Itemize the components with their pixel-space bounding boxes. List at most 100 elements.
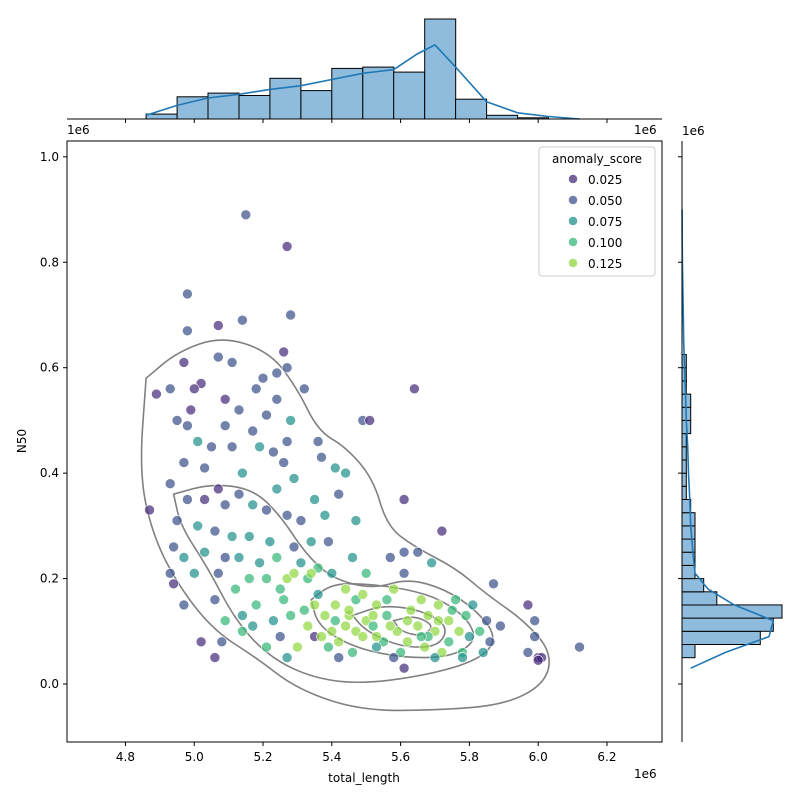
top-hist-bar [362, 66, 395, 120]
top-hist-bar [300, 90, 333, 120]
scatter-point [199, 462, 210, 474]
scatter-point [329, 599, 341, 611]
scatter-point [398, 567, 410, 579]
scatter-point [371, 641, 382, 653]
scatter-point [261, 409, 272, 421]
top-marginal-left-scale-label: 1e6 [67, 123, 90, 137]
scatter-point [278, 346, 290, 358]
scatter-point [271, 367, 283, 379]
scatter-point [481, 615, 492, 627]
scatter-point [178, 457, 190, 468]
scatter-point [171, 415, 183, 426]
scatter-point [281, 241, 293, 252]
right-hist-bar [681, 446, 687, 461]
scatter-point [367, 610, 379, 621]
scatter-point [226, 441, 238, 453]
scatter-point [384, 552, 396, 563]
legend-marker [568, 258, 578, 268]
right-hist-bar [681, 617, 774, 632]
legend-title: anomaly_score [552, 152, 642, 166]
x-axis-ticks: 4.8 5.0 5.2 5.4 5.6 5.8 6.0 6.2 [116, 742, 617, 764]
scatter-point [185, 404, 197, 416]
scatter-point [333, 636, 345, 648]
scatter-points [144, 209, 585, 674]
scatter-point [206, 441, 217, 453]
scatter-point [467, 599, 479, 611]
scatter-point [532, 654, 544, 666]
scatter-point [319, 610, 331, 621]
scatter-point [209, 594, 221, 606]
scatter-point [302, 620, 314, 632]
scatter-point [402, 615, 413, 627]
scatter-point [233, 404, 245, 416]
y-tick-label: 0.2 [40, 572, 59, 586]
scatter-point [168, 541, 179, 553]
scatter-point [199, 494, 210, 505]
scatter-point [254, 557, 265, 569]
scatter-point [240, 209, 252, 221]
x-tick-label: 6.0 [529, 750, 548, 764]
legend-marker [568, 216, 578, 226]
scatter-point [233, 488, 245, 500]
scatter-point [195, 636, 207, 648]
scatter-point [323, 536, 334, 548]
scatter-point [213, 320, 224, 331]
right-hist-bar [681, 512, 696, 527]
scatter-point [178, 599, 190, 611]
scatter-point [237, 467, 248, 479]
scatter-point [329, 615, 341, 627]
legend-marker [568, 237, 578, 247]
scatter-point [271, 552, 283, 563]
scatter-point [164, 478, 176, 490]
scatter-point [237, 610, 248, 621]
scatter-point [367, 620, 379, 632]
scatter-point [326, 625, 338, 637]
y-tick-label: 0.8 [40, 255, 59, 269]
scatter-point [213, 567, 224, 579]
scatter-point [340, 467, 351, 479]
scatter-point [312, 589, 324, 600]
scatter-point [316, 631, 327, 642]
scatter-point [402, 636, 413, 648]
scatter-point [219, 552, 231, 563]
scatter-point [182, 420, 193, 432]
scatter-point [298, 604, 310, 616]
scatter-point [230, 583, 241, 595]
scatter-point [381, 594, 393, 606]
y-axis-label: N50 [15, 429, 29, 453]
right-marginal-scale-label: 1e6 [682, 124, 705, 138]
x-tick-label: 4.8 [116, 750, 135, 764]
scatter-point [474, 625, 486, 637]
scatter-point [436, 525, 448, 537]
scatter-point [419, 641, 431, 653]
scatter-point [281, 362, 293, 374]
scatter-point [388, 583, 400, 595]
scatter-point [343, 604, 355, 616]
scatter-point [323, 641, 334, 653]
kde-contour-line [310, 582, 475, 659]
scatter-point [164, 383, 176, 395]
scatter-point [405, 604, 417, 616]
legend-label: 0.050 [588, 194, 622, 208]
right-hist-bar [681, 485, 687, 500]
top-marginal-right-scale-label: 1e6 [634, 123, 657, 137]
legend-entries: 0.025 0.050 0.075 0.100 0.125 [568, 173, 622, 271]
scatter-point [219, 615, 231, 627]
scatter-point [213, 351, 224, 363]
scatter-point [209, 652, 221, 663]
scatter-point [453, 625, 465, 637]
scatter-point [298, 383, 310, 395]
top-hist-bar [393, 71, 426, 120]
scatter-point [529, 615, 541, 627]
scatter-point [178, 552, 190, 563]
scatter-point [450, 594, 461, 606]
right-marginal-ticks [678, 156, 682, 685]
scatter-point [219, 499, 231, 511]
scatter-point [268, 615, 279, 627]
scatter-point [247, 620, 258, 632]
scatter-point [319, 509, 331, 521]
scatter-point [422, 610, 434, 621]
scatter-point [271, 393, 283, 405]
legend-label: 0.125 [588, 257, 622, 271]
legend-label: 0.100 [588, 236, 622, 250]
